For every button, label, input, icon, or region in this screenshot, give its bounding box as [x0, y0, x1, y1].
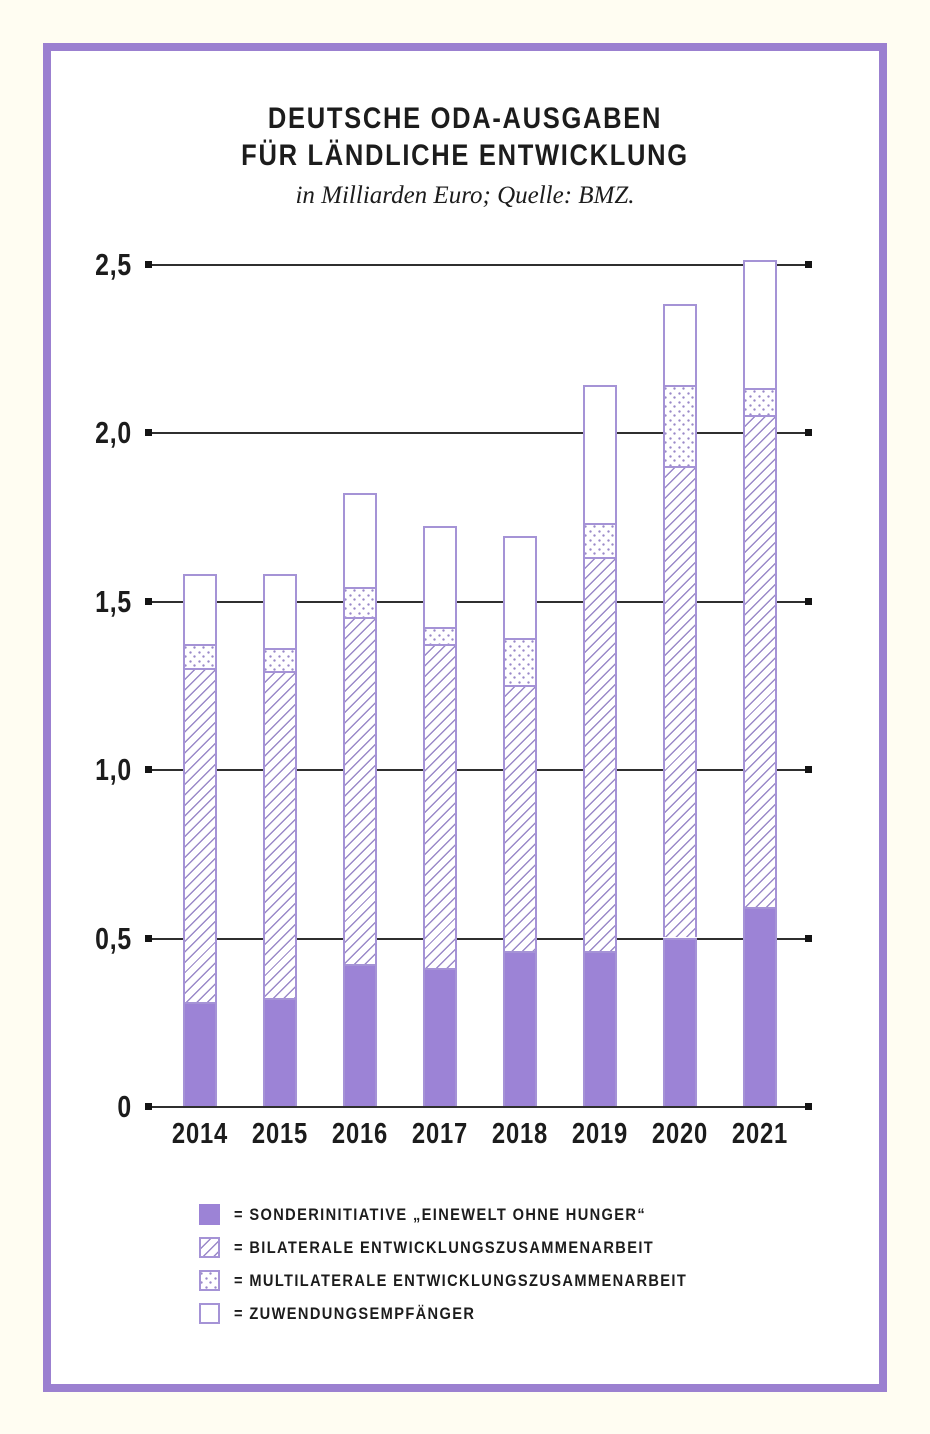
y-axis-label: 0,5: [95, 920, 132, 956]
x-axis-label-2017: 2017: [411, 1118, 469, 1150]
bar-segment-solid-2016: [343, 964, 377, 1106]
legend-swatch-dots: [199, 1270, 220, 1291]
bar-segment-dots-2014: [183, 644, 217, 668]
axis-tick-square-left: [145, 766, 152, 773]
legend-row-solid: = SONDERINITIATIVE „EINEWELT OHNE HUNGER…: [199, 1204, 761, 1225]
x-axis-label-2016: 2016: [331, 1118, 389, 1150]
bar-segment-hatch-2020: [663, 465, 697, 938]
bar-segment-outline-2016: [343, 492, 377, 588]
axis-tick-square-left: [145, 934, 152, 942]
bar-segment-outline-2019: [583, 384, 617, 523]
axis-tick-square-right: [805, 597, 812, 605]
bar-segment-outline-2020: [663, 303, 697, 385]
legend-label: = MULTILATERALE ENTWICKLUNGSZUSAMMENARBE…: [234, 1270, 688, 1290]
bar-segment-hatch-2017: [423, 644, 457, 968]
bar-segment-hatch-2014: [183, 667, 217, 1002]
bar-segment-solid-2021: [743, 907, 777, 1106]
gridline-2-5: [145, 260, 812, 268]
x-axis-label-2018: 2018: [491, 1118, 549, 1150]
x-axis-label-2021: 2021: [731, 1118, 789, 1150]
bar-segment-outline-2021: [743, 260, 777, 389]
bar-segment-outline-2017: [423, 526, 457, 628]
legend-swatch-solid: [199, 1204, 220, 1225]
chart-subtitle: in Milliarden Euro; Quelle: BMZ.: [295, 182, 635, 209]
axis-tick-square-left: [145, 429, 152, 436]
x-axis-label-2015: 2015: [251, 1118, 309, 1150]
y-axis-label: 0: [117, 1089, 132, 1124]
bar-segment-outline-2018: [503, 536, 537, 638]
bar-segment-solid-2018: [503, 950, 537, 1106]
axis-tick-square-left: [145, 260, 152, 268]
axis-tick-square-right: [805, 260, 812, 268]
bar-segment-solid-2015: [263, 998, 297, 1106]
legend-row-hatch: = BILATERALE ENTWICKLUNGSZUSAMMENARBEIT: [199, 1237, 761, 1258]
bar-segment-hatch-2021: [743, 415, 777, 908]
y-axis-label: 2,0: [95, 415, 132, 450]
bar-segment-dots-2021: [743, 388, 777, 416]
chart-header: DEUTSCHE ODA-AUSGABEN FÜR LÄNDLICHE ENTW…: [0, 100, 930, 210]
legend-swatch-outline: [199, 1303, 220, 1324]
bar-segment-hatch-2015: [263, 671, 297, 999]
bar-segment-dots-2019: [583, 522, 617, 557]
y-axis-label: 1,0: [95, 752, 132, 787]
chart-legend: = SONDERINITIATIVE „EINEWELT OHNE HUNGER…: [199, 1204, 761, 1336]
legend-row-outline: = ZUWENDUNGSEMPFÄNGER: [199, 1303, 761, 1324]
bar-segment-dots-2016: [343, 587, 377, 618]
y-axis-label: 2,5: [95, 246, 132, 282]
legend-row-dots: = MULTILATERALE ENTWICKLUNGSZUSAMMENARBE…: [199, 1270, 761, 1291]
legend-label: = ZUWENDUNGSEMPFÄNGER: [234, 1303, 476, 1323]
x-axis-label-2014: 2014: [171, 1118, 229, 1150]
axis-tick-square-right: [805, 766, 812, 773]
x-axis-label-2020: 2020: [651, 1118, 709, 1150]
bar-segment-solid-2017: [423, 967, 457, 1106]
chart-title-line2: FÜR LÄNDLICHE ENTWICKLUNG: [241, 139, 689, 172]
bar-segment-hatch-2016: [343, 617, 377, 965]
gridline-0-5: [145, 934, 812, 942]
y-axis-label: 1,5: [95, 583, 132, 619]
bar-segment-dots-2017: [423, 627, 457, 645]
bar-segment-solid-2020: [663, 937, 697, 1106]
bar-segment-dots-2018: [503, 637, 537, 685]
gridline-0: [145, 1103, 812, 1110]
axis-tick-square-right: [805, 429, 812, 436]
axis-tick-square-left: [145, 597, 152, 605]
axis-tick-square-left: [145, 1103, 152, 1110]
bar-segment-dots-2015: [263, 647, 297, 672]
x-axis-label-2019: 2019: [571, 1118, 629, 1150]
gridline-1-0: [145, 766, 812, 773]
axis-tick-square-right: [805, 1103, 812, 1110]
bar-segment-hatch-2018: [503, 684, 537, 951]
legend-swatch-hatch: [199, 1237, 220, 1258]
legend-label: = BILATERALE ENTWICKLUNGSZUSAMMENARBEIT: [234, 1237, 655, 1257]
gridline-2-0: [145, 429, 812, 436]
legend-label: = SONDERINITIATIVE „EINEWELT OHNE HUNGER…: [234, 1204, 647, 1224]
bar-segment-solid-2014: [183, 1001, 217, 1106]
bar-segment-outline-2014: [183, 573, 217, 645]
axis-tick-square-right: [805, 934, 812, 942]
bar-segment-outline-2015: [263, 573, 297, 648]
bar-segment-hatch-2019: [583, 556, 617, 951]
bar-segment-dots-2020: [663, 384, 697, 466]
chart-title-line1: DEUTSCHE ODA-AUSGABEN: [267, 102, 663, 135]
gridline-1-5: [145, 597, 812, 605]
bar-segment-solid-2019: [583, 950, 617, 1106]
